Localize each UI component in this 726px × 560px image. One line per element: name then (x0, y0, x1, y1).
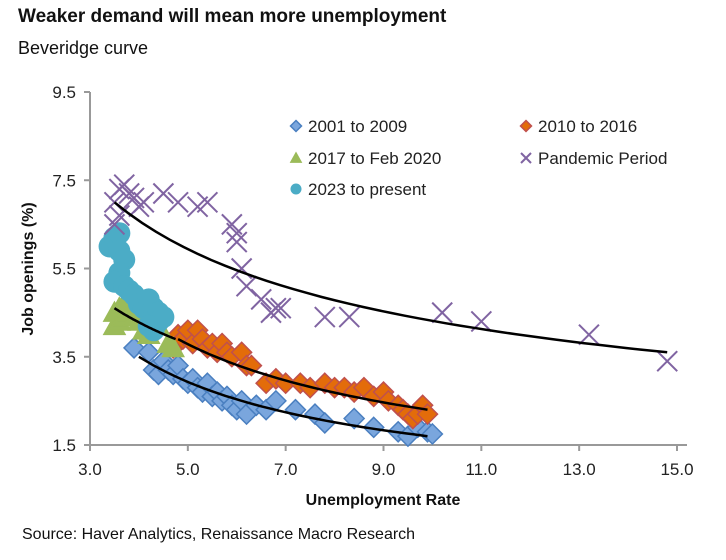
x-stroke (113, 173, 135, 196)
y-tick-label: 1.5 (52, 436, 76, 455)
y-tick-label: 3.5 (52, 348, 76, 367)
data-point (196, 191, 219, 214)
data-point (133, 191, 155, 214)
x-stroke (338, 306, 360, 328)
x-tick-label: 5.0 (176, 460, 200, 479)
x-stroke (235, 275, 258, 297)
data-point (226, 231, 248, 253)
legend-marker-icon (520, 152, 532, 164)
series-pandemic-period (103, 173, 678, 372)
x-stroke (226, 222, 248, 244)
x-stroke (270, 297, 292, 319)
data-point (265, 297, 287, 319)
data-point (338, 306, 360, 328)
data-point (314, 306, 336, 328)
legend-label: 2010 to 2016 (538, 117, 637, 136)
x-tick-label: 13.0 (563, 460, 596, 479)
x-stroke (656, 350, 678, 372)
data-point (362, 416, 385, 439)
data-point (108, 204, 131, 227)
legend-marker-icon (290, 183, 302, 195)
x-stroke (230, 257, 253, 280)
x-stroke (133, 191, 155, 214)
trendlines (113, 201, 668, 438)
x-stroke (152, 182, 175, 205)
x-stroke (103, 191, 126, 214)
legend: 2001 to 2009 2010 to 2016 2017 to Feb 2020… (289, 117, 667, 199)
data-point (167, 191, 189, 214)
x-tick-label: 3.0 (78, 460, 102, 479)
x-stroke (431, 301, 453, 324)
trendline (113, 307, 177, 341)
legend-marker-icon (289, 151, 303, 163)
data-point (421, 422, 444, 446)
legend-item: 2010 to 2016 (519, 117, 637, 136)
legend-label: 2023 to present (308, 180, 426, 199)
data-point (656, 350, 678, 372)
data-point (161, 335, 186, 358)
x-stroke (196, 191, 219, 214)
x-stroke (108, 204, 131, 227)
y-tick-label: 9.5 (52, 83, 76, 102)
x-tick-label: 7.0 (274, 460, 298, 479)
data-point (108, 222, 131, 245)
x-stroke (167, 191, 189, 214)
chart-subtitle: Beveridge curve (18, 38, 149, 58)
x-axis-title: Unemployment Rate (306, 492, 461, 509)
x-stroke (123, 187, 145, 209)
data-point (343, 407, 366, 430)
legend-item: 2023 to present (290, 180, 426, 199)
trendline (113, 201, 668, 354)
x-stroke (250, 288, 272, 311)
legend-label: 2017 to Feb 2020 (308, 149, 441, 168)
x-tick-label: 15.0 (660, 460, 693, 479)
y-tick-label: 5.5 (52, 260, 76, 279)
x-stroke (578, 323, 600, 346)
x-stroke (520, 152, 532, 164)
legend-label: 2001 to 2009 (308, 117, 407, 136)
legend-marker-icon (289, 119, 303, 133)
x-stroke (265, 297, 287, 319)
data-point (431, 301, 453, 324)
x-stroke (314, 306, 336, 328)
legend-marker-icon (519, 119, 533, 133)
data-points (98, 173, 678, 448)
y-axis-title: Job openings (%) (20, 202, 37, 335)
x-tick-label: 9.0 (372, 460, 396, 479)
data-point (137, 314, 160, 337)
data-point (235, 275, 258, 297)
y-tick-label: 7.5 (52, 171, 76, 190)
x-stroke (226, 231, 248, 253)
legend-item: 2017 to Feb 2020 (289, 149, 441, 168)
legend-item: 2001 to 2009 (289, 117, 407, 136)
data-point (578, 323, 600, 346)
data-point (270, 297, 292, 319)
series-2023-to-present (98, 222, 175, 342)
source-note: Source: Haver Analytics, Renaissance Mac… (22, 526, 416, 543)
legend-item: Pandemic Period (520, 149, 667, 168)
chart-title: Weaker demand will mean more unemploymen… (18, 6, 447, 27)
trendline (177, 337, 428, 411)
data-point (250, 288, 272, 311)
trendline (138, 355, 428, 438)
data-point (226, 222, 248, 244)
legend-label: Pandemic Period (538, 149, 667, 168)
axes: 1.5 3.5 5.5 7.5 9.5 3.0 5.0 7.0 9.0 11.0 13.0 15.0 (52, 83, 693, 479)
x-tick-label: 11.0 (465, 460, 497, 479)
data-point (152, 182, 175, 205)
x-stroke (221, 213, 243, 236)
